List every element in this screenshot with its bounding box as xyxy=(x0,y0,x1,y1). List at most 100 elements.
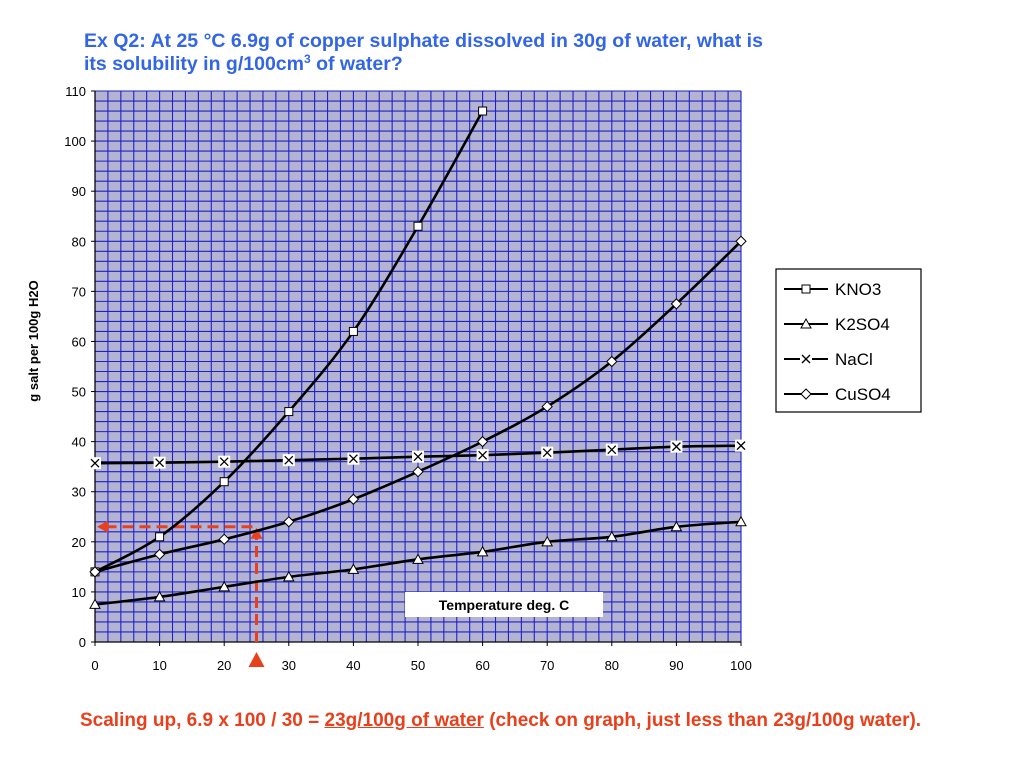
data-point-k2so4 xyxy=(735,515,747,527)
x-tick-label: 70 xyxy=(540,658,554,673)
data-point-k2so4 xyxy=(670,520,683,532)
annotation-left-arrowhead xyxy=(97,520,108,533)
data-point-nacl-stroke-b xyxy=(219,457,229,467)
data-point-kno3 xyxy=(284,407,294,417)
legend-label-nacl: NaCl xyxy=(835,350,873,369)
answer-highlight: 23g/100g of water xyxy=(324,710,484,731)
x-tick-label: 40 xyxy=(346,658,360,673)
data-point-cuso4 xyxy=(153,548,166,561)
data-point-cuso4 xyxy=(670,298,683,310)
x-tick-label: 30 xyxy=(282,658,296,673)
answer-text: Scaling up, 6.9 x 100 / 30 = 23g/100g of… xyxy=(80,706,1015,736)
data-point-k2so4 xyxy=(89,598,101,609)
data-point-cuso4 xyxy=(283,516,295,528)
data-point-nacl xyxy=(476,449,489,462)
y-tick-label: 80 xyxy=(72,234,86,249)
question-line-2: its solubility in g/100cm3 of water? xyxy=(84,53,1004,76)
y-tick-label: 60 xyxy=(72,334,86,349)
x-tick-label: 100 xyxy=(730,658,752,673)
data-point-k2so4 xyxy=(605,530,618,542)
annotation-arrows xyxy=(97,520,265,667)
x-tick-label: 20 xyxy=(217,658,231,673)
series-nacl xyxy=(89,439,747,470)
data-point-nacl xyxy=(541,446,554,459)
data-point-k2so4 xyxy=(541,535,554,547)
data-point-nacl-stroke-b xyxy=(542,448,552,458)
x-tick-label: 80 xyxy=(605,658,619,673)
legend-label-kno3: KNO3 xyxy=(835,280,881,299)
data-point-nacl-stroke-b xyxy=(348,454,358,464)
legend-marker-nacl xyxy=(800,353,812,365)
data-point-nacl-stroke-b xyxy=(671,442,681,452)
data-point-kno3 xyxy=(219,477,229,487)
answer-end: (check on graph, just less than 23g/100g… xyxy=(483,710,922,731)
data-point-nacl-stroke-b xyxy=(90,458,100,468)
legend-item-k2so4: K2SO4 xyxy=(784,315,890,334)
y-tick-label: 20 xyxy=(72,535,86,550)
data-point-nacl-stroke-b xyxy=(736,441,746,451)
data-point-cuso4 xyxy=(218,533,230,546)
data-point-nacl xyxy=(218,455,231,468)
question-superscript: 3 xyxy=(303,52,311,66)
y-axis-ticks: 0 10 20 30 40 50 60 70 80 90 100 110 xyxy=(64,84,95,650)
data-point-nacl-stroke-b xyxy=(478,450,488,460)
data-point-cuso4 xyxy=(735,235,747,247)
data-point-k2so4 xyxy=(153,590,166,602)
data-point-k2so4 xyxy=(476,545,489,557)
data-point-kno3 xyxy=(348,326,358,336)
answer-start: Scaling up, 6.9 x 100 / 30 = xyxy=(80,710,325,731)
question-line-1: Ex Q2: At 25 °C 6.9g of copper sulphate … xyxy=(84,30,763,52)
legend-box xyxy=(775,268,922,413)
y-tick-label: 40 xyxy=(72,435,86,450)
data-point-nacl-stroke-b xyxy=(607,445,617,455)
y-tick-label: 10 xyxy=(72,585,86,600)
data-point-cuso4 xyxy=(347,493,360,505)
data-point-cuso4 xyxy=(412,465,424,478)
legend-item-cuso4: CuSO4 xyxy=(784,385,891,404)
x-axis-label-box: Temperature deg. C xyxy=(405,592,603,617)
data-point-nacl-stroke-b xyxy=(284,455,294,465)
legend-marker-nacl-stroke-b xyxy=(801,354,811,364)
legend-marker-kno3 xyxy=(801,284,811,294)
data-point-k2so4 xyxy=(347,563,360,574)
x-axis-label: Temperature deg. C xyxy=(439,597,569,613)
solubility-chart: 0 10 20 30 40 50 60 70 80 90 100 0 10 20 30 40 50 60 70 80… xyxy=(26,84,922,673)
data-point-kno3 xyxy=(413,221,423,231)
data-point-kno3 xyxy=(478,106,488,116)
annotation-up-arrowhead xyxy=(250,527,263,539)
series-k2so4 xyxy=(89,515,747,609)
x-tick-label: 90 xyxy=(669,658,683,673)
y-tick-label: 70 xyxy=(72,284,86,299)
legend-item-nacl: NaCl xyxy=(784,350,873,369)
data-point-nacl xyxy=(282,454,295,467)
legend-label-cuso4: CuSO4 xyxy=(835,385,891,404)
data-point-nacl xyxy=(347,452,360,465)
data-point-k2so4 xyxy=(412,553,424,564)
legend-item-kno3: KNO3 xyxy=(784,280,881,299)
data-point-kno3 xyxy=(155,532,165,542)
data-point-nacl xyxy=(605,443,618,456)
x-tick-label: 60 xyxy=(475,658,489,673)
x-axis-ticks: 0 10 20 30 40 50 60 70 80 90 100 xyxy=(91,642,752,673)
x-tick-label: 50 xyxy=(411,658,425,673)
data-point-nacl-stroke-b xyxy=(155,458,165,468)
data-point-cuso4 xyxy=(606,355,618,368)
data-point-nacl xyxy=(89,457,101,470)
question-line-2-end: of water? xyxy=(310,53,403,75)
chart-legend: KNO3 K2SO4 NaCl CuSO4 xyxy=(775,268,922,413)
y-tick-label: 100 xyxy=(64,134,86,149)
data-point-nacl-stroke-b xyxy=(413,452,423,462)
data-point-cuso4 xyxy=(541,400,553,413)
y-tick-label: 0 xyxy=(79,635,86,650)
x-tick-label: 10 xyxy=(152,658,166,673)
series-cuso4 xyxy=(89,235,747,578)
legend-marker-k2so4 xyxy=(800,317,812,329)
data-point-cuso4 xyxy=(476,435,489,448)
y-axis-label: g salt per 100g H2O xyxy=(26,280,41,401)
legend-marker-cuso4 xyxy=(800,388,812,400)
annotation-temperature-marker xyxy=(248,652,265,667)
y-tick-label: 50 xyxy=(72,385,86,400)
y-tick-label: 110 xyxy=(65,84,86,99)
data-point-k2so4 xyxy=(218,580,231,592)
data-point-cuso4 xyxy=(89,566,101,578)
